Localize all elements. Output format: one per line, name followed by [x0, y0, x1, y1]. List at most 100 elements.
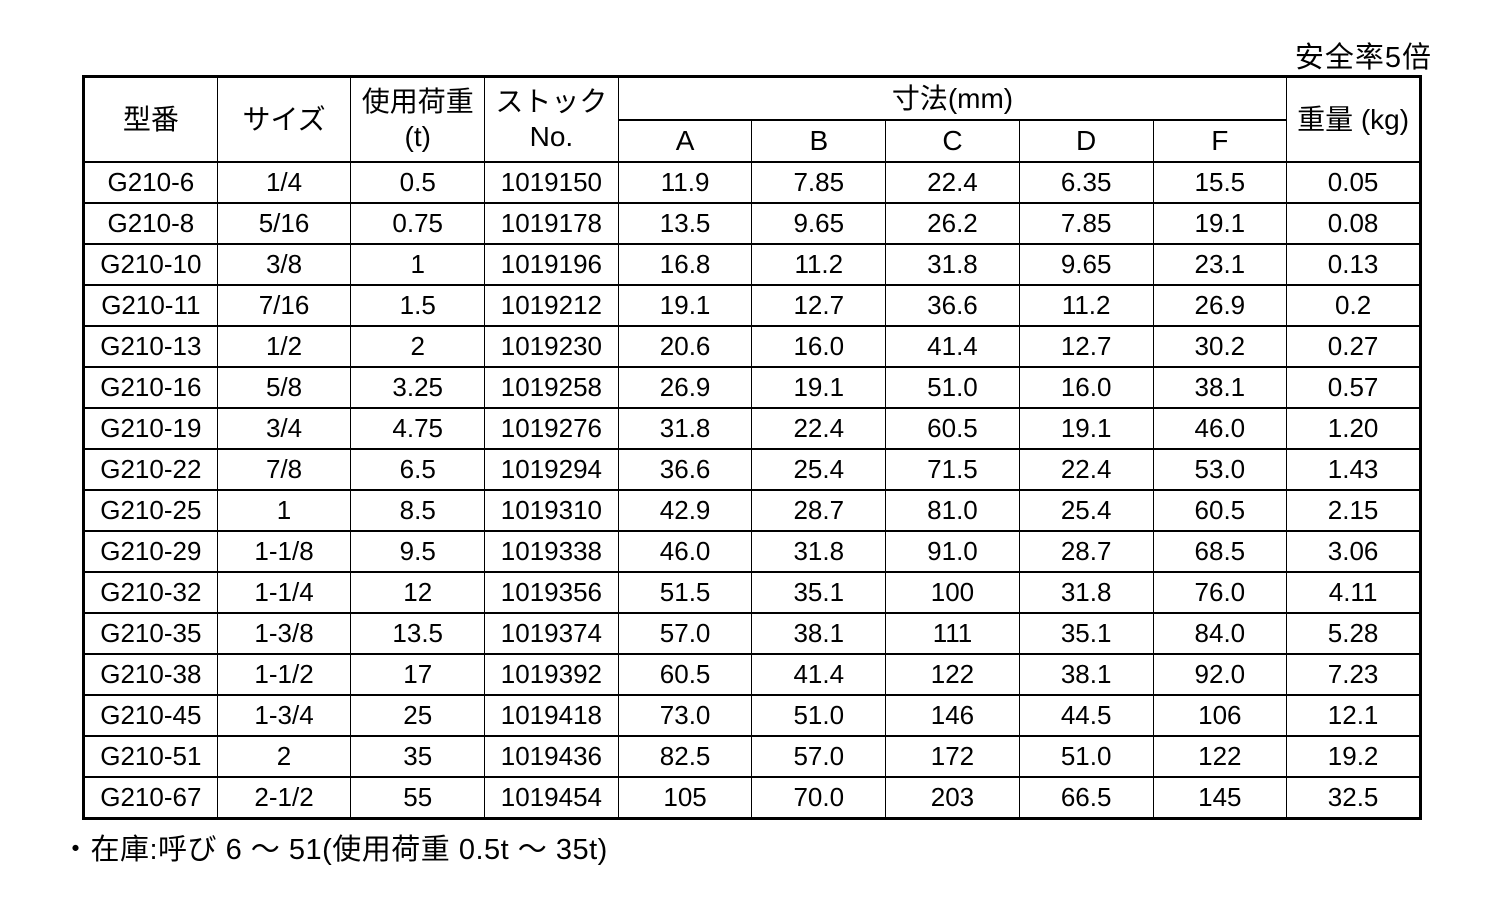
- cell-weight_kg: 1.43: [1286, 447, 1421, 491]
- cell-D: 12.7: [1018, 324, 1154, 368]
- cell-B: 57.0: [751, 734, 887, 778]
- cell-load_t: 0.75: [350, 201, 486, 245]
- table-row: G210-35 1-3/8 13.5 1019374 57.0 38.1 111 35.1 84…: [83, 611, 1421, 655]
- table-row: G210-19 3/4 4.75 1019276 31.8 22.4 60.5 19.1 46.…: [83, 406, 1421, 450]
- cell-stock_no: 1019178: [484, 201, 619, 245]
- cell-F: 145: [1152, 775, 1288, 820]
- cell-C: 22.4: [885, 160, 1020, 204]
- cell-load_t: 4.75: [350, 406, 486, 450]
- cell-F: 30.2: [1152, 324, 1288, 368]
- spec-table: 型番 サイズ 使用荷重 (t) ストック No. 寸法(mm) 重量 (kg) …: [82, 75, 1422, 820]
- cell-model: G210-11: [83, 283, 218, 327]
- cell-load_t: 9.5: [350, 529, 486, 573]
- cell-model: G210-16: [83, 365, 218, 409]
- cell-stock_no: 1019338: [484, 529, 619, 573]
- cell-size: 7/8: [216, 447, 352, 491]
- cell-F: 122: [1152, 734, 1288, 778]
- cell-model: G210-51: [83, 734, 218, 778]
- cell-D: 66.5: [1018, 775, 1154, 820]
- cell-model: G210-19: [83, 406, 218, 450]
- cell-size: 1/4: [216, 160, 352, 204]
- cell-weight_kg: 0.27: [1286, 324, 1421, 368]
- cell-stock_no: 1019150: [484, 160, 619, 204]
- cell-F: 76.0: [1152, 570, 1288, 614]
- cell-size: 1/2: [216, 324, 352, 368]
- cell-stock_no: 1019276: [484, 406, 619, 450]
- cell-load_t: 25: [350, 693, 486, 737]
- cell-D: 16.0: [1018, 365, 1154, 409]
- cell-weight_kg: 7.23: [1286, 652, 1421, 696]
- cell-F: 46.0: [1152, 406, 1288, 450]
- cell-load_t: 0.5: [350, 160, 486, 204]
- cell-A: 57.0: [617, 611, 753, 655]
- cell-C: 60.5: [885, 406, 1020, 450]
- cell-B: 12.7: [751, 283, 887, 327]
- cell-B: 19.1: [751, 365, 887, 409]
- cell-size: 5/8: [216, 365, 352, 409]
- cell-D: 6.35: [1018, 160, 1154, 204]
- cell-D: 11.2: [1018, 283, 1154, 327]
- cell-size: 1-3/4: [216, 693, 352, 737]
- cell-C: 203: [885, 775, 1020, 820]
- cell-B: 9.65: [751, 201, 887, 245]
- cell-model: G210-8: [83, 201, 218, 245]
- cell-load_t: 3.25: [350, 365, 486, 409]
- table-row: G210-6 1/4 0.5 1019150 11.9 7.85 22.4 6.35 15.5 0…: [83, 160, 1421, 204]
- cell-C: 51.0: [885, 365, 1020, 409]
- header-model: 型番: [83, 75, 218, 163]
- cell-stock_no: 1019258: [484, 365, 619, 409]
- cell-B: 70.0: [751, 775, 887, 820]
- cell-A: 42.9: [617, 488, 753, 532]
- product-spec-table: 型番 サイズ 使用荷重 (t) ストック No. 寸法(mm) 重量 (kg) …: [82, 75, 1422, 820]
- cell-D: 51.0: [1018, 734, 1154, 778]
- cell-load_t: 17: [350, 652, 486, 696]
- cell-size: 1-1/4: [216, 570, 352, 614]
- cell-stock_no: 1019392: [484, 652, 619, 696]
- cell-weight_kg: 2.15: [1286, 488, 1421, 532]
- header-dimensions: 寸法(mm): [617, 75, 1288, 121]
- cell-model: G210-67: [83, 775, 218, 820]
- cell-load_t: 35: [350, 734, 486, 778]
- table-row: G210-67 2-1/2 55 1019454 105 70.0 203 66.5 145 32…: [83, 775, 1421, 820]
- cell-C: 26.2: [885, 201, 1020, 245]
- cell-model: G210-13: [83, 324, 218, 368]
- cell-F: 15.5: [1152, 160, 1288, 204]
- cell-B: 51.0: [751, 693, 887, 737]
- cell-B: 28.7: [751, 488, 887, 532]
- cell-load_t: 2: [350, 324, 486, 368]
- cell-model: G210-22: [83, 447, 218, 491]
- cell-size: 2: [216, 734, 352, 778]
- cell-C: 111: [885, 611, 1020, 655]
- cell-D: 38.1: [1018, 652, 1154, 696]
- cell-model: G210-6: [83, 160, 218, 204]
- cell-size: 2-1/2: [216, 775, 352, 820]
- table-row: G210-45 1-3/4 25 1019418 73.0 51.0 146 44.5 106 1…: [83, 693, 1421, 737]
- cell-size: 1-1/8: [216, 529, 352, 573]
- cell-weight_kg: 19.2: [1286, 734, 1421, 778]
- cell-model: G210-38: [83, 652, 218, 696]
- cell-stock_no: 1019374: [484, 611, 619, 655]
- cell-A: 60.5: [617, 652, 753, 696]
- cell-D: 35.1: [1018, 611, 1154, 655]
- table-body: G210-6 1/4 0.5 1019150 11.9 7.85 22.4 6.35 15.5 0…: [83, 160, 1421, 820]
- cell-stock_no: 1019230: [484, 324, 619, 368]
- cell-weight_kg: 12.1: [1286, 693, 1421, 737]
- cell-F: 53.0: [1152, 447, 1288, 491]
- cell-size: 7/16: [216, 283, 352, 327]
- cell-weight_kg: 32.5: [1286, 775, 1421, 820]
- cell-F: 23.1: [1152, 242, 1288, 286]
- cell-F: 106: [1152, 693, 1288, 737]
- cell-weight_kg: 0.2: [1286, 283, 1421, 327]
- header-dim-f: F: [1152, 118, 1288, 163]
- cell-model: G210-35: [83, 611, 218, 655]
- table-row: G210-51 2 35 1019436 82.5 57.0 172 51.0 122 19.2: [83, 734, 1421, 778]
- cell-weight_kg: 5.28: [1286, 611, 1421, 655]
- cell-F: 60.5: [1152, 488, 1288, 532]
- cell-load_t: 12: [350, 570, 486, 614]
- cell-load_t: 6.5: [350, 447, 486, 491]
- cell-A: 16.8: [617, 242, 753, 286]
- header-dim-a: A: [617, 118, 753, 163]
- cell-D: 7.85: [1018, 201, 1154, 245]
- cell-stock_no: 1019310: [484, 488, 619, 532]
- table-row: G210-13 1/2 2 1019230 20.6 16.0 41.4 12.7 30.2 0.…: [83, 324, 1421, 368]
